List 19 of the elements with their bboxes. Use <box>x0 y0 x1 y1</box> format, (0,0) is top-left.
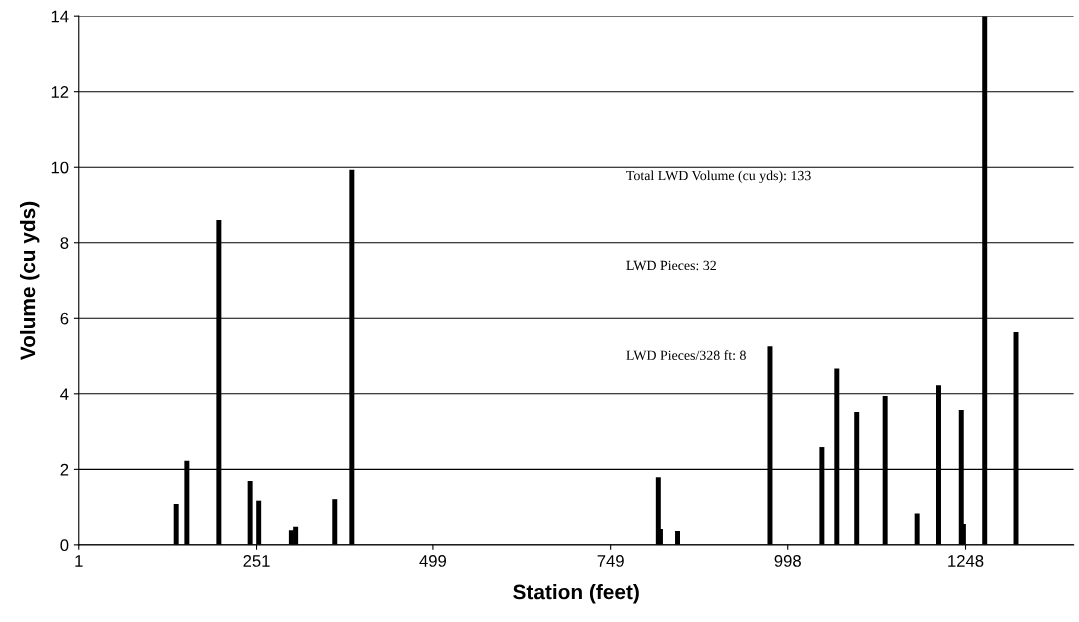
x-tick-label: 251 <box>243 555 270 567</box>
x-tick-label: 1248 <box>948 555 984 567</box>
x-tick-label: 749 <box>597 555 624 567</box>
annotation: LWD Pieces: 32 <box>626 260 716 271</box>
y-tick-label: 0 <box>60 539 69 552</box>
x-axis-title: Station (feet) <box>513 584 639 604</box>
annotation: Total LWD Volume (cu yds): 133 <box>626 170 811 184</box>
y-tick-label: 6 <box>60 312 69 325</box>
y-tick-label: 2 <box>60 463 69 476</box>
x-tick-label: 1 <box>75 555 83 567</box>
y-tick-label: 8 <box>60 237 69 249</box>
annotation: LWD Pieces/328 ft: 8 <box>626 350 746 361</box>
x-tick-label: 499 <box>419 555 447 567</box>
y-axis-title: Volume (cu yds) <box>19 201 40 361</box>
y-tick-label: 10 <box>51 161 69 174</box>
y-tick-label: 14 <box>51 10 69 23</box>
y-tick-label: 4 <box>60 388 69 400</box>
y-tick-label: 12 <box>51 86 69 98</box>
x-tick-label: 998 <box>774 555 801 567</box>
